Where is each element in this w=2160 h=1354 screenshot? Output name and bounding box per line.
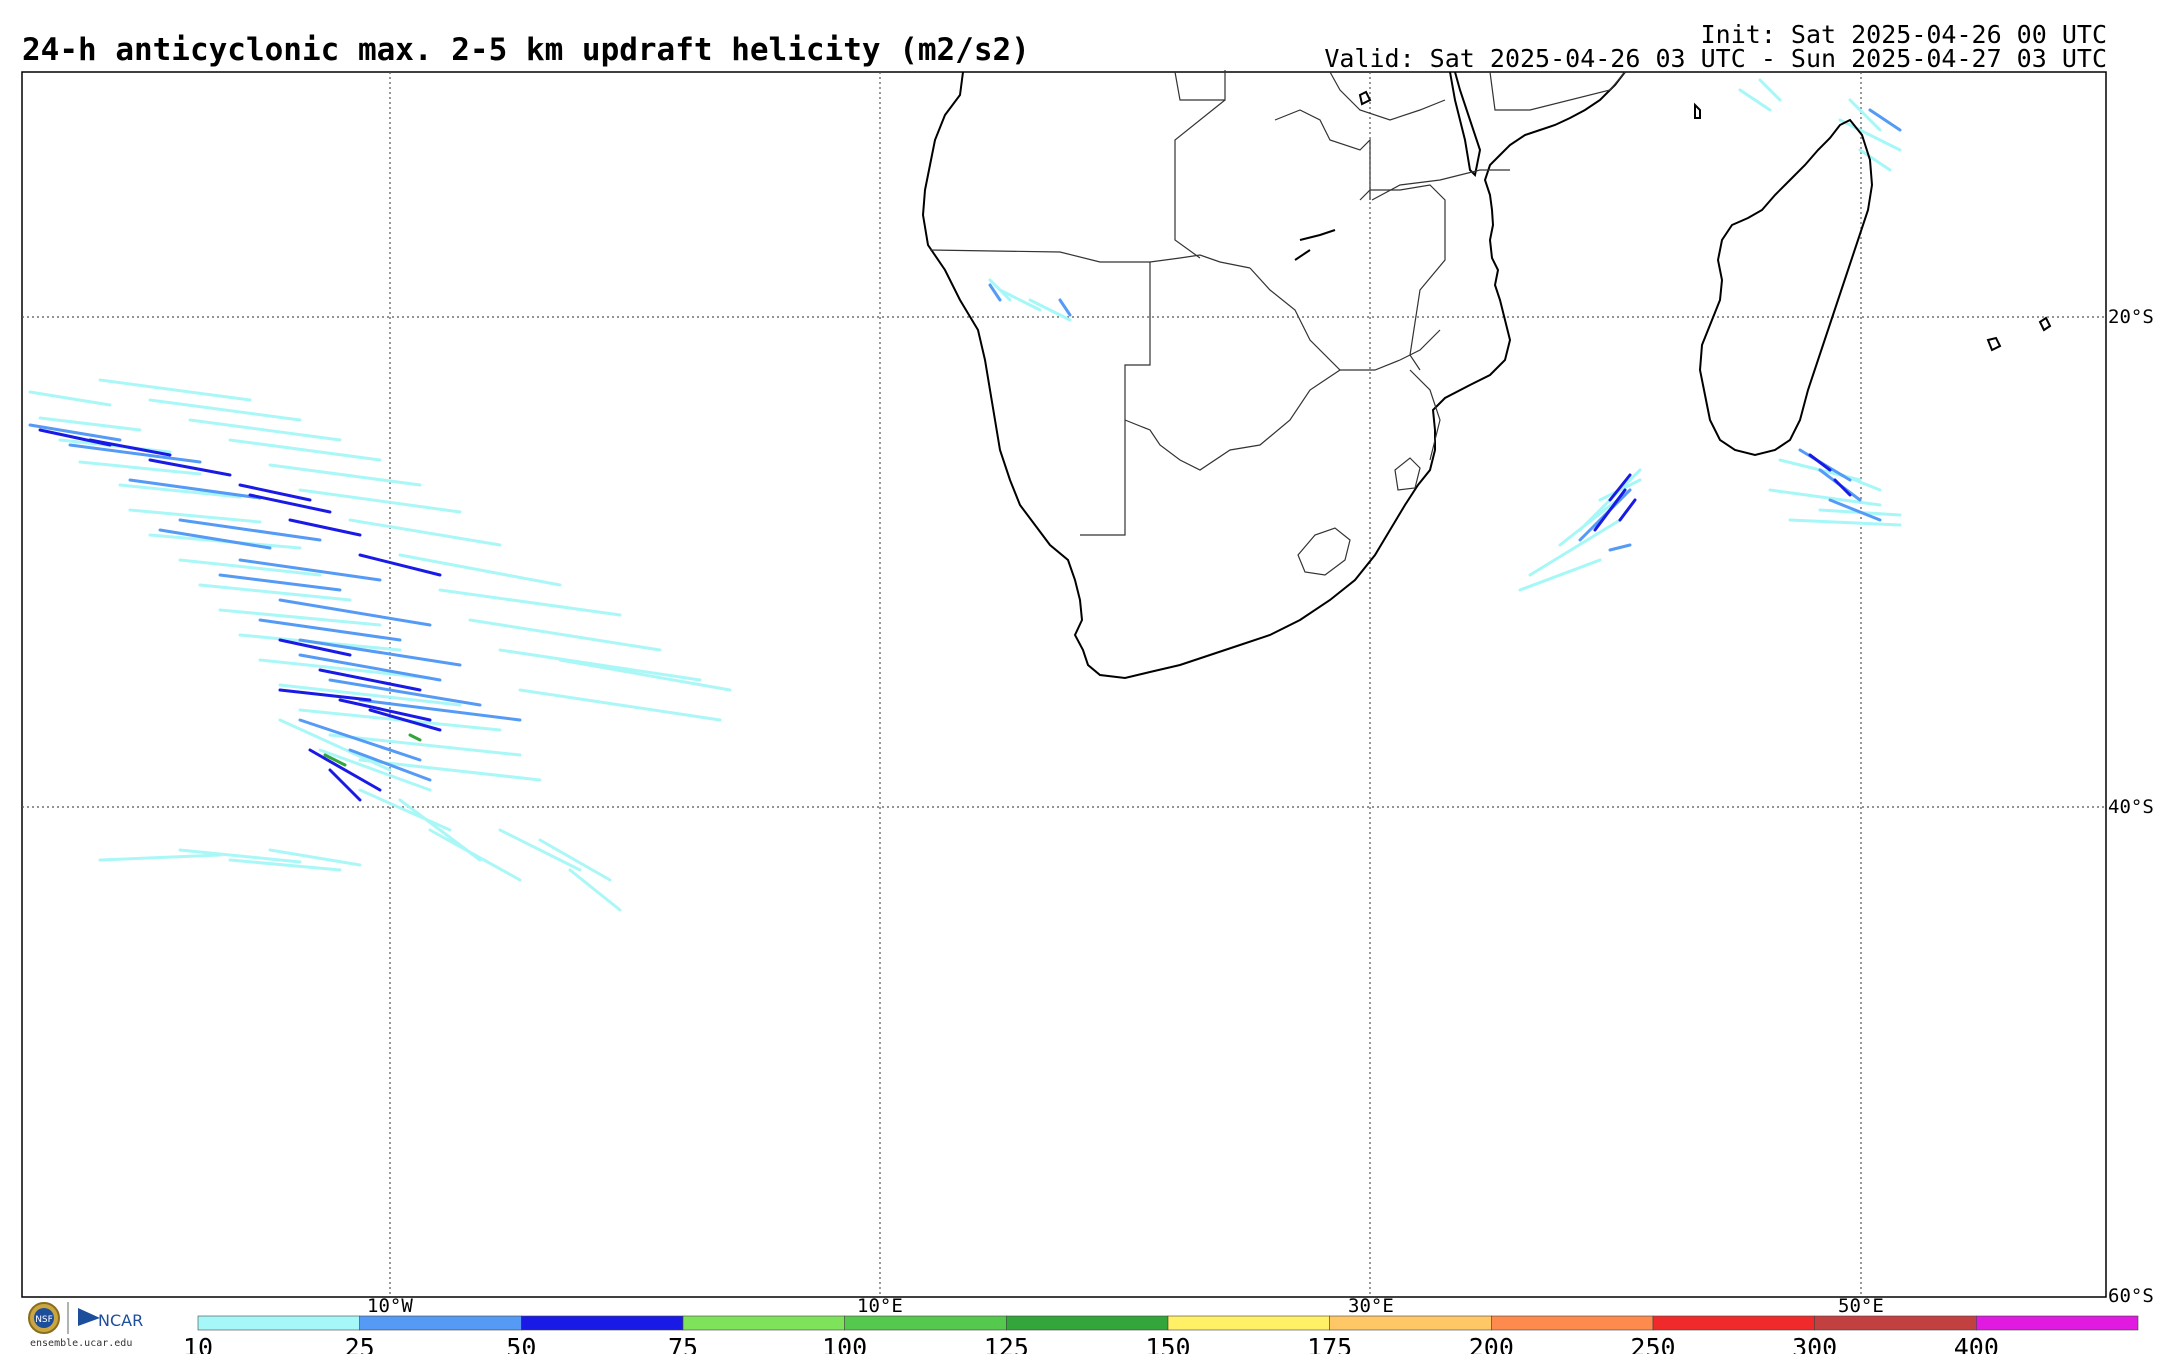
lat-label-60s: 60°S bbox=[2108, 1285, 2154, 1307]
colorbar-segment bbox=[1329, 1315, 1492, 1331]
helicity-swaths-indian-ocean bbox=[988, 78, 1902, 592]
lake-malawi bbox=[1449, 71, 1482, 178]
logo-url: ensemble.ucar.edu bbox=[30, 1338, 133, 1349]
colorbar-tick-label: 125 bbox=[984, 1333, 1029, 1354]
map-frame bbox=[21, 71, 2107, 1298]
colorbar-segment bbox=[1976, 1315, 2139, 1331]
colorbar-tick-label: 25 bbox=[345, 1333, 375, 1354]
colorbar-segment bbox=[359, 1315, 522, 1331]
map-title: 24-h anticyclonic max. 2-5 km updraft he… bbox=[22, 32, 1030, 68]
colorbar-tick-label: 150 bbox=[1145, 1333, 1190, 1354]
colorbar-segment bbox=[197, 1315, 360, 1331]
africa-coastline bbox=[921, 71, 1626, 680]
colorbar-tick-label: 75 bbox=[668, 1333, 698, 1354]
coastlines bbox=[921, 71, 2052, 680]
comoros-island bbox=[1694, 102, 1701, 119]
colorbar-tick-label: 250 bbox=[1630, 1333, 1675, 1354]
lat-label-20s: 20°S bbox=[2108, 306, 2154, 328]
axis-labels: 20°S 40°S 60°S 10°W 10°E 30°E 50°E bbox=[367, 306, 2154, 1317]
zanzibar-island bbox=[1358, 90, 1372, 106]
init-time: Init: Sat 2025-04-26 00 UTC bbox=[1700, 20, 2107, 49]
colorbar-tick-label: 200 bbox=[1469, 1333, 1514, 1354]
lon-label-30e: 30°E bbox=[1348, 1295, 1394, 1317]
country-borders bbox=[929, 70, 1626, 576]
lon-label-50e: 50°E bbox=[1838, 1295, 1884, 1317]
colorbar-segment bbox=[1491, 1315, 1654, 1331]
colorbar-tick-label: 175 bbox=[1307, 1333, 1352, 1354]
colorbar-segment bbox=[521, 1315, 684, 1331]
reunion-island bbox=[1986, 336, 2002, 352]
colorbar-tick-label: 300 bbox=[1792, 1333, 1837, 1354]
madagascar-coastline bbox=[1698, 118, 1874, 457]
eswatini-border bbox=[1394, 457, 1421, 491]
colorbar-tick-label: 100 bbox=[822, 1333, 867, 1354]
colorbar: 10 25 50 75 100 125 150 175 200 250 300 400 bbox=[183, 1315, 2139, 1354]
lesotho-border bbox=[1297, 527, 1351, 576]
colorbar-segment bbox=[682, 1315, 845, 1331]
colorbar-tick-label: 400 bbox=[1954, 1333, 1999, 1354]
colorbar-segment bbox=[1814, 1315, 1977, 1331]
nsf-ncar-logo: NSF NCAR bbox=[22, 1296, 162, 1354]
colorbar-segment bbox=[1006, 1315, 1169, 1331]
svg-text:NSF: NSF bbox=[35, 1315, 53, 1325]
colorbar-tick-label: 10 bbox=[183, 1333, 213, 1354]
lon-label-10e: 10°E bbox=[857, 1295, 903, 1317]
colorbar-segment bbox=[1167, 1315, 1330, 1331]
lake-kariba bbox=[1294, 229, 1336, 261]
svg-text:NCAR: NCAR bbox=[98, 1311, 143, 1330]
ncar-mark-icon bbox=[78, 1308, 100, 1326]
colorbar-tick-label: 50 bbox=[506, 1333, 536, 1354]
lat-label-40s: 40°S bbox=[2108, 796, 2154, 818]
graticule bbox=[22, 72, 2106, 1297]
mauritius-island bbox=[2038, 316, 2052, 332]
lon-label-10w: 10°W bbox=[367, 1295, 413, 1317]
colorbar-segment bbox=[1652, 1315, 1815, 1331]
colorbar-segment bbox=[844, 1315, 1007, 1331]
valid-time: Valid: Sat 2025-04-26 03 UTC - Sun 2025-… bbox=[1324, 44, 2107, 73]
helicity-swaths-atlantic bbox=[28, 378, 732, 912]
